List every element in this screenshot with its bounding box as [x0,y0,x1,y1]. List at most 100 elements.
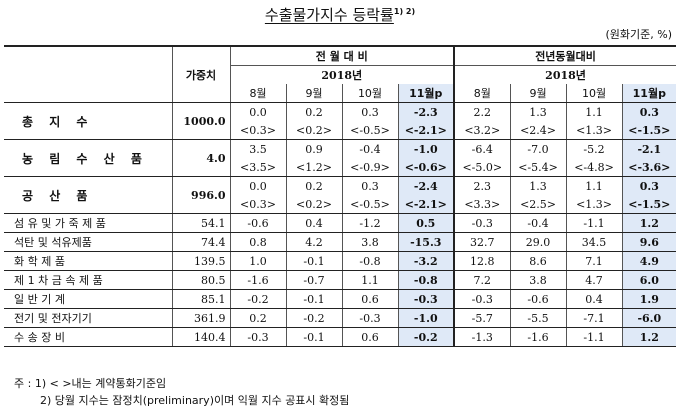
contract-currency-cell: <3.2> [453,121,511,140]
title-footnote-marks: 1) 2) [393,7,416,16]
subrow-weight: 54.1 [171,213,230,233]
value-cell: 1.1 [565,176,623,195]
subrow-weight: 85.1 [171,289,230,309]
contract-currency-cell: <-0.9> [341,158,398,177]
unit-label: (원화기준, %) [605,28,672,41]
header-month: 10월 [341,84,398,103]
footnote-1: 주 : 1) < >내는 계약통화기준임 [14,377,167,390]
contract-currency-cell: <-3.6> [621,158,677,177]
value-cell: -0.4 [341,139,398,158]
value-cell: 0.6 [341,289,398,309]
value-cell: -1.1 [565,213,623,233]
value-cell: 8.6 [509,251,567,271]
value-cell: -15.3 [397,232,455,252]
value-cell: 1.0 [229,251,286,271]
value-cell: -2.3 [397,102,455,121]
value-cell: 4.2 [285,232,342,252]
subrow-name: 일 반 기 계 [4,289,172,309]
value-cell: -3.2 [397,251,455,271]
value-cell: 1.3 [509,176,567,195]
value-cell: 9.6 [621,232,677,252]
value-cell: -0.2 [397,327,455,347]
header-month: 8월 [229,84,286,103]
value-cell: -2.1 [621,139,677,158]
contract-currency-cell: <-2.1> [397,121,455,140]
value-cell: 6.0 [621,270,677,290]
contract-currency-cell: <1.3> [565,195,623,214]
value-cell: -0.8 [397,270,455,290]
value-cell: 0.5 [397,213,455,233]
header-mom: 전 월 대 비 [229,45,455,66]
value-cell: 0.3 [621,176,677,195]
header-month: 11월p [621,84,677,103]
table-title: 수출물가지수 등락률1) 2) [0,4,680,25]
value-cell: -5.5 [509,308,567,328]
contract-currency-cell: <-5.0> [453,158,511,177]
value-cell: -0.3 [341,308,398,328]
footnotes: 주 : 1) < >내는 계약통화기준임 2) 당월 지수는 잠정치(preli… [14,375,349,409]
value-cell: 12.8 [453,251,511,271]
subrow-weight: 140.4 [171,327,230,347]
subrow-name: 수 송 장 비 [4,327,172,347]
value-cell: -0.1 [285,289,342,309]
subrow-name: 화 학 제 품 [4,251,172,271]
value-cell: -0.6 [509,289,567,309]
value-cell: -1.6 [509,327,567,347]
value-cell: 4.7 [565,270,623,290]
value-cell: 7.2 [453,270,511,290]
header-month: 10월 [565,84,623,103]
value-cell: -0.3 [453,289,511,309]
header-weight: 가중치 [171,45,230,103]
value-cell: 7.1 [565,251,623,271]
value-cell: -0.2 [285,308,342,328]
value-cell: 2.3 [453,176,511,195]
value-cell: -1.0 [397,139,455,158]
header-year-yoy: 2018년 [453,65,677,84]
subrow-name: 전기 및 전자기기 [4,308,172,328]
value-cell: 29.0 [509,232,567,252]
value-cell: 1.1 [341,270,398,290]
value-cell: 1.9 [621,289,677,309]
value-cell: -1.3 [453,327,511,347]
contract-currency-cell: <1.3> [565,121,623,140]
contract-currency-cell: <-0.5> [341,195,398,214]
value-cell: 0.6 [341,327,398,347]
subrow-weight: 139.5 [171,251,230,271]
value-cell: -0.2 [229,289,286,309]
header-year-mom: 2018년 [229,65,455,84]
value-cell: 1.2 [621,213,677,233]
value-cell: -0.3 [229,327,286,347]
row-weight: 1000.0 [171,102,230,140]
value-cell: -0.3 [397,289,455,309]
value-cell: 32.7 [453,232,511,252]
value-cell: -0.8 [341,251,398,271]
contract-currency-cell: <-1.5> [621,121,677,140]
contract-currency-cell: <0.2> [285,195,342,214]
row-name: 총 지 수 [4,102,172,140]
value-cell: 3.5 [229,139,286,158]
contract-currency-cell: <-0.6> [397,158,455,177]
value-cell: 3.8 [341,232,398,252]
contract-currency-cell: <-5.4> [509,158,567,177]
subrow-weight: 361.9 [171,308,230,328]
contract-currency-cell: <0.2> [285,121,342,140]
contract-currency-cell: <-4.8> [565,158,623,177]
value-cell: 1.3 [509,102,567,121]
value-cell: -0.4 [509,213,567,233]
value-cell: -5.2 [565,139,623,158]
value-cell: -1.1 [565,327,623,347]
row-weight: 996.0 [171,176,230,214]
value-cell: -0.3 [453,213,511,233]
subrow-name: 석탄 및 석유제품 [4,232,172,252]
value-cell: -0.6 [229,213,286,233]
value-cell: -6.4 [453,139,511,158]
footnote-2: 2) 당월 지수는 잠정치(preliminary)이며 익월 지수 공표시 확… [40,394,350,407]
value-cell: 2.2 [453,102,511,121]
value-cell: 1.1 [565,102,623,121]
contract-currency-cell: <3.3> [453,195,511,214]
subrow-weight: 80.5 [171,270,230,290]
value-cell: -1.0 [397,308,455,328]
contract-currency-cell: <0.3> [229,195,286,214]
contract-currency-cell: <1.2> [285,158,342,177]
contract-currency-cell: <2.4> [509,121,567,140]
